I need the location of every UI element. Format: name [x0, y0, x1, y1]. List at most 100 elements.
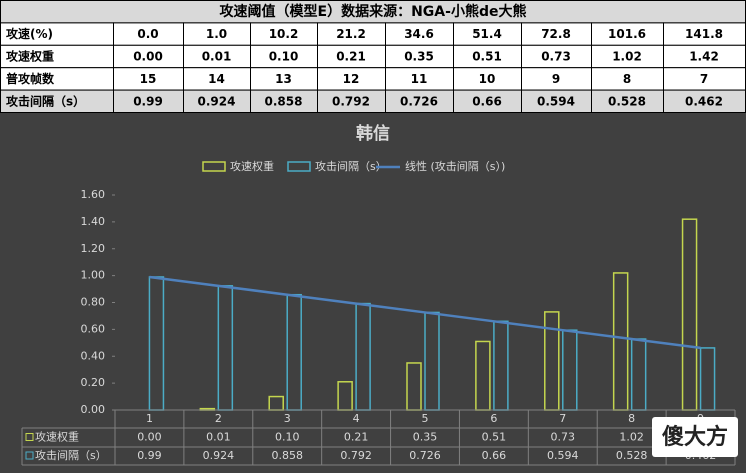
cell-text: 0.66 — [472, 94, 502, 108]
y-tick-label: 1.00 — [81, 269, 106, 282]
y-tick-label: 0.40 — [81, 349, 106, 362]
bar — [355, 302, 371, 411]
y-tick-label: 0.00 — [81, 403, 106, 416]
data-label: 0.528 — [616, 449, 648, 462]
cell-text: 0.594 — [537, 94, 575, 108]
legend-label: 线性 (攻击间隔（s）) — [405, 159, 505, 173]
cell-text: 34.6 — [404, 27, 434, 41]
data-label: 0.858 — [271, 449, 303, 462]
x-tick-label: 4 — [353, 412, 360, 425]
data-label: 0.99 — [137, 449, 162, 462]
legend-label: 攻击间隔（s） — [315, 159, 387, 173]
data-label: 0.924 — [203, 449, 235, 462]
data-label: 0.10 — [275, 431, 300, 444]
cell-text: 10.2 — [269, 27, 299, 41]
legend-label: 攻速权重 — [230, 159, 274, 173]
data-label: 0.73 — [551, 431, 576, 444]
cell-text: 9 — [552, 72, 560, 86]
legend-marker — [202, 161, 226, 172]
chart-title: 韩信 — [356, 123, 390, 144]
watermark: 傻大方 — [662, 424, 728, 450]
row-label: 攻击间隔（s） — [35, 448, 107, 462]
cell-text: 0.00 — [133, 50, 163, 64]
legend-key — [25, 451, 34, 460]
y-tick-label: 1.20 — [81, 242, 106, 255]
table-title: 攻速阈值（模型E）数据来源：NGA-小熊de大熊 — [220, 3, 527, 20]
x-tick-label: 8 — [628, 412, 635, 425]
bar — [286, 293, 302, 411]
cell-text: 141.8 — [685, 27, 723, 41]
cell-text: 0.726 — [400, 94, 438, 108]
bar — [406, 362, 422, 411]
cell-text: 攻速权重 — [6, 49, 54, 64]
legend-key — [25, 433, 34, 441]
bar — [337, 381, 353, 411]
legend-marker — [287, 161, 311, 172]
bar — [268, 395, 284, 411]
bar — [630, 338, 647, 411]
cell-text: 11 — [411, 72, 428, 86]
data-label: 1.02 — [619, 431, 644, 444]
cell-text: 0.924 — [198, 94, 236, 108]
x-tick-label: 7 — [559, 412, 566, 425]
cell-text: 普攻帧数 — [6, 71, 55, 86]
cell-text: 攻速(%) — [6, 26, 53, 41]
data-label: 0.00 — [137, 431, 162, 444]
bar — [424, 311, 440, 411]
bar — [217, 285, 234, 411]
cell-text: 101.6 — [608, 27, 646, 41]
cell-text: 7 — [700, 72, 708, 86]
cell-text: 0.792 — [332, 94, 370, 108]
y-tick-label: 0.60 — [81, 322, 106, 335]
y-tick-label: 0.80 — [81, 296, 106, 309]
cell-text: 0.21 — [336, 50, 366, 64]
cell-text: 0.462 — [685, 94, 723, 108]
bar — [475, 340, 491, 411]
cell-text: 0.35 — [404, 50, 434, 64]
cell-text: 1.42 — [689, 50, 719, 64]
bar — [544, 311, 560, 411]
bar — [612, 272, 629, 411]
cell-text: 0.0 — [137, 27, 158, 41]
cell-text: 13 — [275, 72, 292, 86]
cell-text: 21.2 — [336, 27, 366, 41]
cell-text: 0.10 — [269, 50, 299, 64]
cell-text: 1.0 — [206, 27, 227, 41]
cell-text: 10 — [479, 72, 496, 86]
cell-text: 8 — [623, 72, 631, 86]
cell-text: 攻击间隔（s） — [6, 93, 85, 108]
bar — [148, 276, 165, 411]
bar — [493, 320, 509, 411]
cell-text: 72.8 — [541, 27, 571, 41]
x-tick-label: 3 — [284, 412, 291, 425]
data-label: 0.792 — [340, 449, 372, 462]
cell-text: 0.528 — [608, 94, 646, 108]
cell-text: 0.99 — [133, 94, 163, 108]
data-label: 0.35 — [413, 431, 438, 444]
x-tick-label: 2 — [215, 412, 222, 425]
y-tick-label: 1.60 — [81, 188, 106, 201]
cell-text: 0.01 — [202, 50, 232, 64]
x-tick-label: 1 — [146, 412, 153, 425]
data-label: 0.01 — [206, 431, 231, 444]
row-label: 攻速权重 — [35, 430, 79, 444]
data-label: 0.21 — [344, 431, 369, 444]
data-label: 0.726 — [409, 449, 441, 462]
data-label: 0.51 — [482, 431, 507, 444]
y-tick-label: 1.40 — [81, 215, 106, 228]
cell-text: 0.858 — [265, 94, 303, 108]
y-tick-label: 0.20 — [81, 376, 106, 389]
cell-text: 51.4 — [472, 27, 502, 41]
data-label: 0.66 — [482, 449, 507, 462]
data-label: 0.594 — [547, 449, 579, 462]
bar — [681, 218, 698, 411]
trendline — [149, 275, 701, 350]
cell-text: 1.02 — [612, 50, 642, 64]
watermark-box — [652, 417, 738, 457]
cell-text: 15 — [140, 72, 157, 86]
cell-text: 14 — [208, 72, 225, 86]
bar — [562, 329, 578, 411]
bar — [699, 347, 716, 411]
cell-text: 0.51 — [472, 50, 502, 64]
